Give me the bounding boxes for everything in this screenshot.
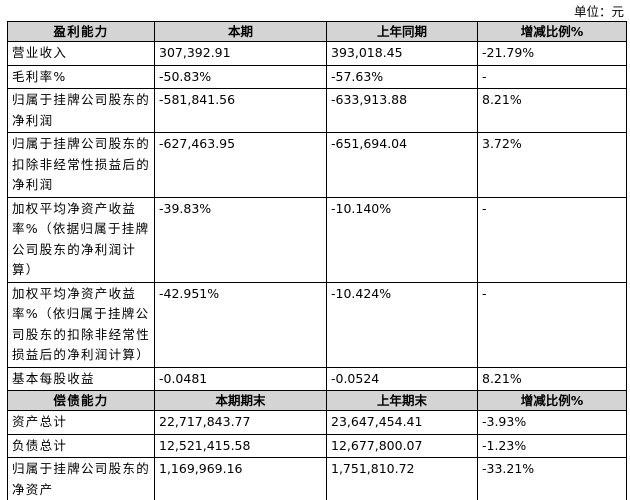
table-cell: -627,463.95 [154, 132, 327, 198]
table-cell: -0.0524 [326, 366, 478, 391]
table-cell: 盈利能力 [7, 21, 155, 42]
table-row: 归属于挂牌公司股东的净资产 1,169,969.16 1,751,810.72 -33… [7, 457, 627, 500]
table-row: 加权平均净资产收益率%（依归属于挂牌公司股东的扣除非经常性损益后的净利润计算） -… [7, 281, 627, 368]
table-cell: 307,392.91 [154, 41, 327, 66]
table-cell: 归属于挂牌公司股东的扣除非经常性损益后的净利润 [7, 132, 155, 198]
table-cell: -39.83% [154, 196, 327, 283]
table-row: 营业收入 307,392.91 393,018.45 -21.79% [7, 41, 627, 66]
table-cell: 毛利率% [7, 64, 155, 89]
table-cell: 加权平均净资产收益率%（依归属于挂牌公司股东的扣除非经常性损益后的净利润计算） [7, 281, 155, 368]
table-cell: 本期 [154, 21, 327, 42]
table-cell: -651,694.04 [326, 132, 478, 198]
table-row: 负债总计 12,521,415.58 12,677,800.07 -1.23% [7, 433, 627, 458]
table-cell: 归属于挂牌公司股东的净资产 [7, 457, 155, 500]
table-cell: 上年期末 [326, 390, 478, 411]
table-cell: 上年同期 [326, 21, 478, 42]
table-row: 归属于挂牌公司股东的扣除非经常性损益后的净利润 -627,463.95 -651,6… [7, 132, 627, 198]
table-cell: 1,751,810.72 [326, 457, 478, 500]
header-row: 偿债能力 本期期末 上年期末 增减比例% [7, 390, 627, 411]
table-cell: - [477, 64, 627, 89]
unit-label: 单位：元 [573, 4, 624, 19]
table-cell: 8.21% [477, 88, 627, 133]
table-cell: 本期期末 [154, 390, 327, 411]
table-cell: -33.21% [477, 457, 627, 500]
table-cell: -10.424% [326, 281, 478, 368]
table-row: 加权平均净资产收益率%（依据归属于挂牌公司股东的净利润计算） -39.83% -10… [7, 196, 627, 283]
table-cell: -21.79% [477, 41, 627, 66]
table-body: 盈利能力 本期 上年同期 增减比例% 营业收入 307,392.91 393,018.45-… [7, 21, 627, 500]
table-cell: 22,717,843.77 [154, 410, 327, 435]
table-cell: -633,913.88 [326, 88, 478, 133]
table-cell: -57.63% [326, 64, 478, 89]
table-row: 基本每股收益 -0.0481 -0.0524 8.21% [7, 366, 627, 391]
table-cell: - [477, 196, 627, 283]
table-cell: 393,018.45 [326, 41, 478, 66]
table-cell: -10.140% [326, 196, 478, 283]
table-row: 毛利率% -50.83% -57.63% - [7, 64, 627, 89]
table-cell: 12,521,415.58 [154, 433, 327, 458]
header-row: 盈利能力 本期 上年同期 增减比例% [7, 21, 627, 42]
table-cell: -3.93% [477, 410, 627, 435]
table-cell: 偿债能力 [7, 390, 155, 411]
table-row: 归属于挂牌公司股东的净利润 -581,841.56 -633,913.88 8.21% [7, 88, 627, 133]
table-cell: -42.951% [154, 281, 327, 368]
table-cell: 资产总计 [7, 410, 155, 435]
table-cell: 8.21% [477, 366, 627, 391]
table-cell: 增减比例% [477, 21, 627, 42]
table-cell: 归属于挂牌公司股东的净利润 [7, 88, 155, 133]
table-cell: -581,841.56 [154, 88, 327, 133]
financial-table: 盈利能力 本期 上年同期 增减比例% 营业收入 307,392.91 393,018.45-… [7, 21, 627, 500]
table-cell: 12,677,800.07 [326, 433, 478, 458]
table-cell: -0.0481 [154, 366, 327, 391]
table-cell: - [477, 281, 627, 368]
table-cell: 营业收入 [7, 41, 155, 66]
table-cell: 负债总计 [7, 433, 155, 458]
table-cell: 1,169,969.16 [154, 457, 327, 500]
table-row: 资产总计 22,717,843.77 23,647,454.41 -3.93% [7, 410, 627, 435]
table-cell: 3.72% [477, 132, 627, 198]
table-cell: -50.83% [154, 64, 327, 89]
table-cell: -1.23% [477, 433, 627, 458]
table-cell: 23,647,454.41 [326, 410, 478, 435]
table-cell: 加权平均净资产收益率%（依据归属于挂牌公司股东的净利润计算） [7, 196, 155, 283]
table-cell: 基本每股收益 [7, 366, 155, 391]
table-cell: 增减比例% [477, 390, 627, 411]
